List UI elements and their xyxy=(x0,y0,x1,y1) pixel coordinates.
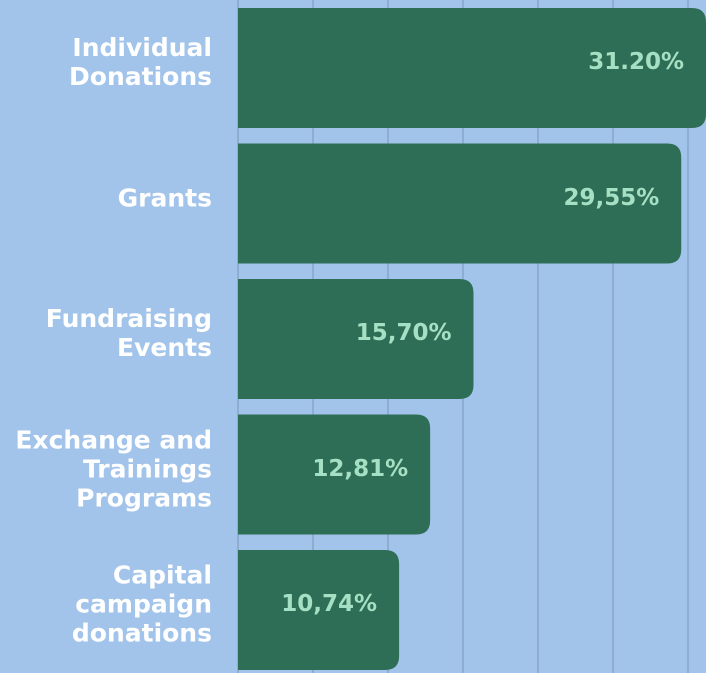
category-label: Exchange and Trainings Programs xyxy=(15,425,212,512)
value-label: 15,70% xyxy=(355,320,452,346)
bar xyxy=(238,143,682,264)
value-label: 10,74% xyxy=(281,591,378,617)
category-label: Individual Donations xyxy=(69,33,212,91)
value-label: 31.20% xyxy=(588,49,684,75)
category-label: Grants xyxy=(117,183,212,212)
bar xyxy=(238,279,474,399)
category-label: Fundraising Events xyxy=(45,304,212,362)
bar xyxy=(238,414,431,535)
value-label: 29,55% xyxy=(563,184,660,211)
bar xyxy=(238,550,400,670)
bar xyxy=(238,8,706,128)
category-label: Capital campaign donations xyxy=(71,560,212,648)
value-label: 12,81% xyxy=(312,455,409,482)
